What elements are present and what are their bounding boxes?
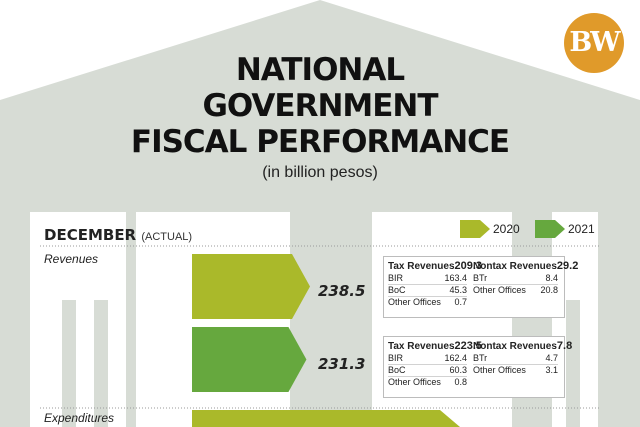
tax-revenues-2021: Tax Revenues 223.5 BIR 162.4 BoC 60.3 Other… — [388, 340, 483, 388]
period-label: DECEMBER (ACTUAL) — [44, 226, 192, 244]
nontax-revenues-head: Nontax Revenues 7.8 — [473, 340, 573, 353]
temple-roof — [0, 0, 640, 212]
tax-revenues-head: Tax Revenues 209.3 — [388, 260, 483, 273]
title-line-3: FISCAL PERFORMANCE — [130, 124, 510, 160]
pillar-middle — [290, 212, 372, 427]
title-line-2: GOVERNMENT — [202, 88, 438, 124]
bar-2021-revenues — [192, 327, 307, 392]
nontax-revenues-2021: Nontax Revenues 7.8 BTr 4.7 Other Offices 3… — [473, 340, 573, 376]
bw-logo: BW — [564, 13, 624, 73]
bar-value-2020: 238.5 — [318, 282, 366, 300]
tax-item-bir: BIR 163.4 — [388, 273, 467, 283]
tax-item-other: Other Offices 0.7 — [388, 296, 467, 307]
period-month: DECEMBER — [44, 226, 137, 244]
nontax-revenues-2020: Nontax Revenues 29.2 BTr 8.4 Other Offices… — [473, 260, 579, 296]
bar-value-2021: 231.3 — [318, 355, 366, 373]
tax-item-bir: BIR 162.4 — [388, 353, 467, 363]
nontax-revenues-head: Nontax Revenues 29.2 — [473, 260, 579, 273]
section-expenditures: Expenditures — [44, 411, 115, 425]
nontax-item-btr: BTr 4.7 — [473, 353, 558, 363]
legend-label-2020: 2020 — [493, 222, 520, 236]
title-line-1: NATIONAL — [235, 52, 405, 88]
subtitle: (in billion pesos) — [262, 164, 378, 181]
tax-revenues-2020: Tax Revenues 209.3 BIR 163.4 BoC 45.3 Other… — [388, 260, 483, 308]
bar-expenditures-partial — [192, 410, 460, 427]
breakdown-box-2020: Tax Revenues 209.3 BIR 163.4 BoC 45.3 Other… — [383, 256, 579, 318]
section-revenues: Revenues — [44, 252, 99, 266]
period-note: (ACTUAL) — [141, 231, 193, 243]
tax-item-boc: BoC 45.3 — [388, 284, 467, 295]
breakdown-box-2021: Tax Revenues 223.5 BIR 162.4 BoC 60.3 Other… — [383, 336, 573, 398]
nontax-item-other: Other Offices 3.1 — [473, 364, 558, 375]
legend-swatch-2020 — [460, 220, 490, 238]
nontax-item-other: Other Offices 20.8 — [473, 284, 558, 295]
tax-revenues-head: Tax Revenues 223.5 — [388, 340, 483, 353]
nontax-item-btr: BTr 8.4 — [473, 273, 558, 283]
tax-item-boc: BoC 60.3 — [388, 364, 467, 375]
pillar-left — [0, 212, 136, 427]
bar-2020-revenues — [192, 254, 310, 319]
tax-item-other: Other Offices 0.8 — [388, 376, 467, 387]
legend-label-2021: 2021 — [568, 222, 595, 236]
legend-swatch-2021 — [535, 220, 565, 238]
